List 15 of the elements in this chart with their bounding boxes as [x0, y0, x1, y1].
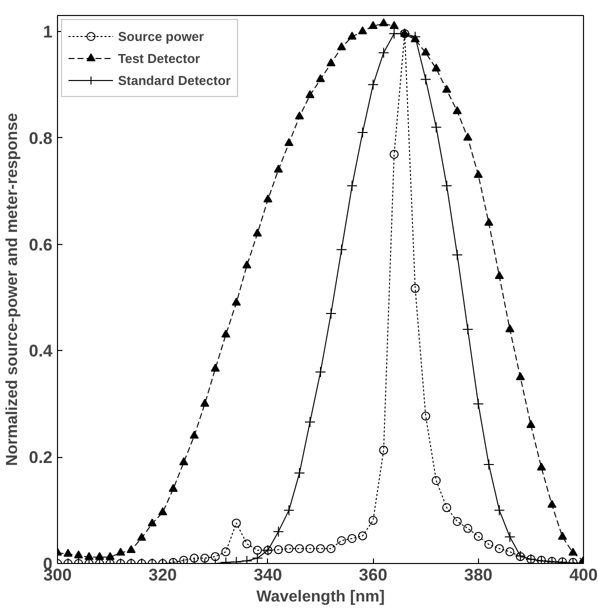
legend-label: Standard Detector	[118, 72, 231, 88]
y-tick-label: 0.6	[28, 235, 53, 254]
y-tick-label: 1	[43, 22, 53, 42]
x-tick-label: 380	[464, 566, 492, 584]
legend-label: Source power	[118, 28, 204, 44]
y-tick-label: 0.8	[28, 128, 53, 148]
x-tick-label: 400	[569, 566, 598, 584]
x-tick-label: 320	[148, 566, 177, 584]
x-tick-label: 340	[254, 566, 282, 584]
y-axis-title: Normalized source-power and meter-response	[4, 112, 21, 466]
x-tick-label: 360	[358, 566, 388, 584]
legend-label: Test Detector	[118, 50, 200, 66]
y-tick-label: 0.4	[28, 342, 54, 361]
y-tick-label: 0.2	[28, 448, 53, 468]
x-axis-title: Wavelength [nm]	[256, 588, 385, 606]
